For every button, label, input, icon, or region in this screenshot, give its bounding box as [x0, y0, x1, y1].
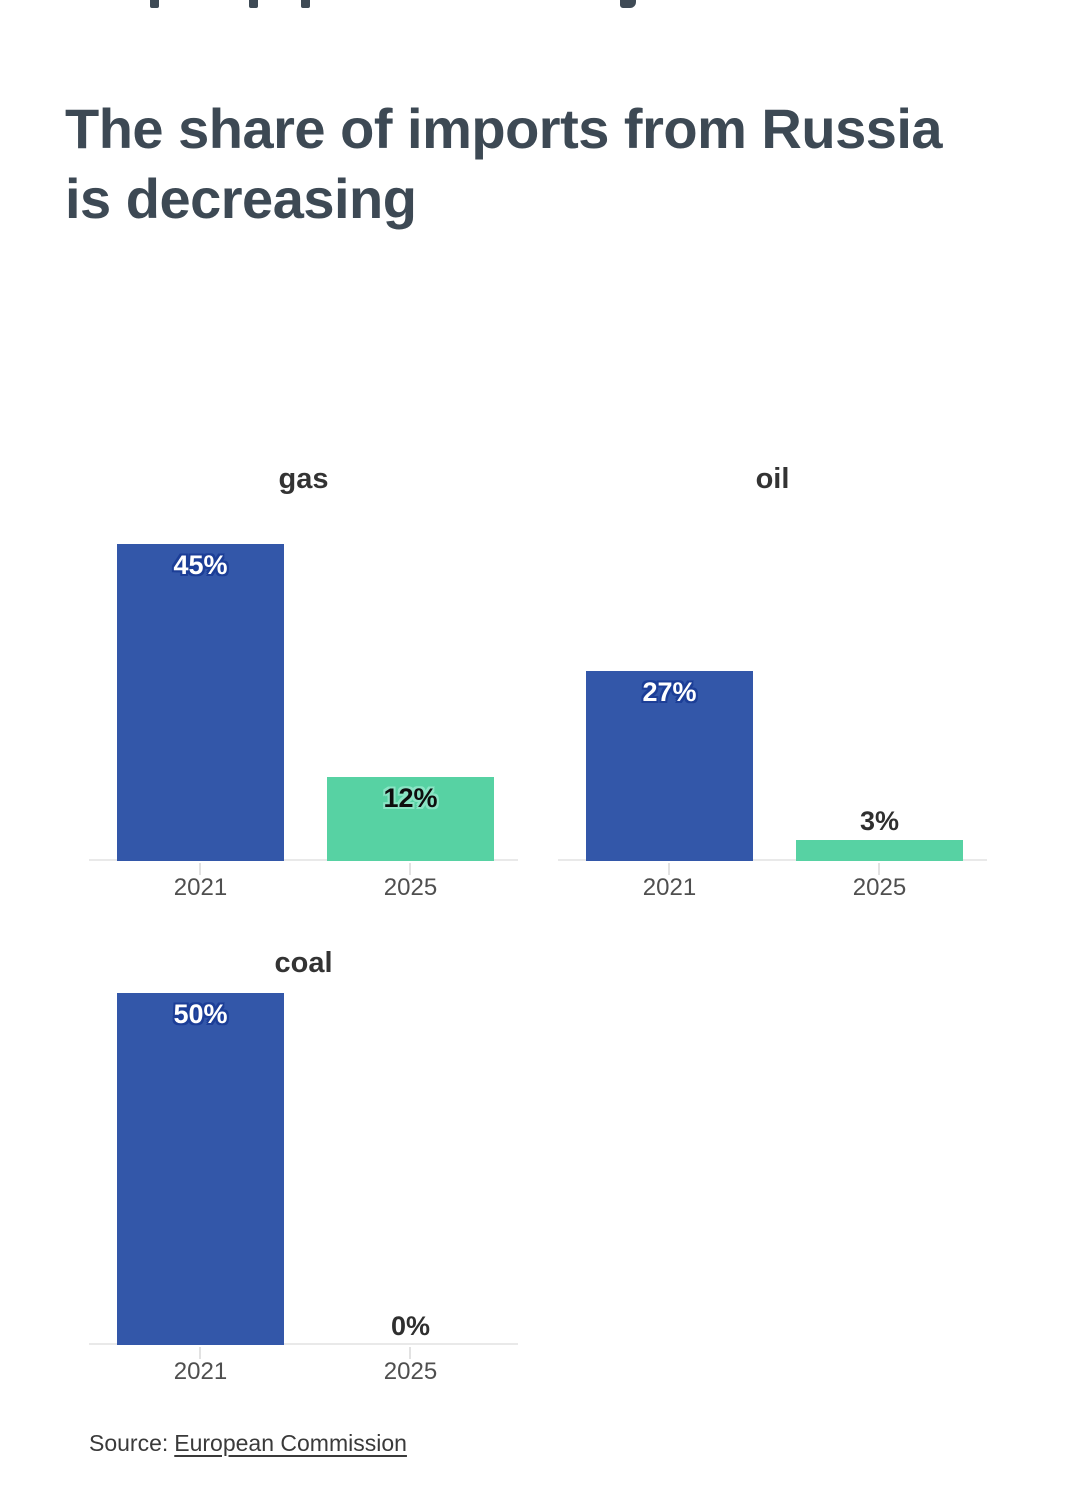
clipped-text-fragment: [150, 0, 159, 8]
bar-value-label: 3%: [859, 806, 900, 836]
bar-gas-2025: [327, 777, 494, 861]
x-axis-labels: 2021 2025: [558, 873, 987, 905]
bar-oil-2025: [796, 840, 963, 861]
x-axis-label-2025: 2025: [383, 1358, 438, 1385]
x-axis-line: [558, 859, 987, 861]
plot-gas: 45% 12%: [89, 501, 518, 875]
panel-gas: gas 45% 12% 2021 2025: [89, 455, 518, 925]
panel-title-gas: gas: [278, 463, 329, 495]
x-axis-line: [89, 1343, 518, 1345]
bar-gas-2021: [117, 544, 284, 861]
clipped-text-fragment: [249, 0, 258, 8]
source-link[interactable]: European Commission: [174, 1430, 407, 1456]
axis-tick: [199, 863, 201, 875]
x-axis-label-2025: 2025: [852, 874, 907, 901]
bar-value-label: 12%: [383, 783, 438, 813]
x-axis-label-2025: 2025: [383, 874, 438, 901]
panel-oil: oil 27% 3% 2021 2025: [558, 455, 987, 925]
panel-title-oil: oil: [755, 463, 790, 495]
bar-value-label: 50%: [173, 999, 228, 1029]
panel-title-coal: coal: [274, 947, 333, 979]
plot-coal: 50% 0%: [89, 985, 518, 1359]
chart-title: The share of imports from Russia is decr…: [65, 94, 1025, 234]
x-axis-label-2021: 2021: [173, 1358, 228, 1385]
clipped-text-fragment: [301, 0, 310, 8]
axis-tick: [409, 1347, 411, 1359]
axis-tick: [409, 863, 411, 875]
bar-coal-2021: [117, 993, 284, 1345]
bar-oil-2021: [586, 671, 753, 861]
axis-tick: [878, 863, 880, 875]
clipped-text-fragment: [620, 0, 636, 8]
x-axis-label-2021: 2021: [173, 874, 228, 901]
bar-value-label: 27%: [642, 677, 697, 707]
axis-tick: [199, 1347, 201, 1359]
bar-value-label: 0%: [390, 1311, 431, 1341]
x-axis-labels: 2021 2025: [89, 873, 518, 905]
axis-tick: [668, 863, 670, 875]
source-line: Source: European Commission: [89, 1428, 407, 1458]
bar-value-label: 45%: [173, 550, 228, 580]
x-axis-labels: 2021 2025: [89, 1357, 518, 1389]
x-axis-line: [89, 859, 518, 861]
x-axis-label-2021: 2021: [642, 874, 697, 901]
source-prefix: Source:: [89, 1430, 169, 1456]
panel-coal: coal 50% 0% 2021 2025: [89, 939, 518, 1409]
chart-title-line-1: The share of imports from Russia: [65, 97, 943, 160]
plot-oil: 27% 3%: [558, 501, 987, 875]
chart-title-line-2: is decreasing: [65, 167, 417, 230]
